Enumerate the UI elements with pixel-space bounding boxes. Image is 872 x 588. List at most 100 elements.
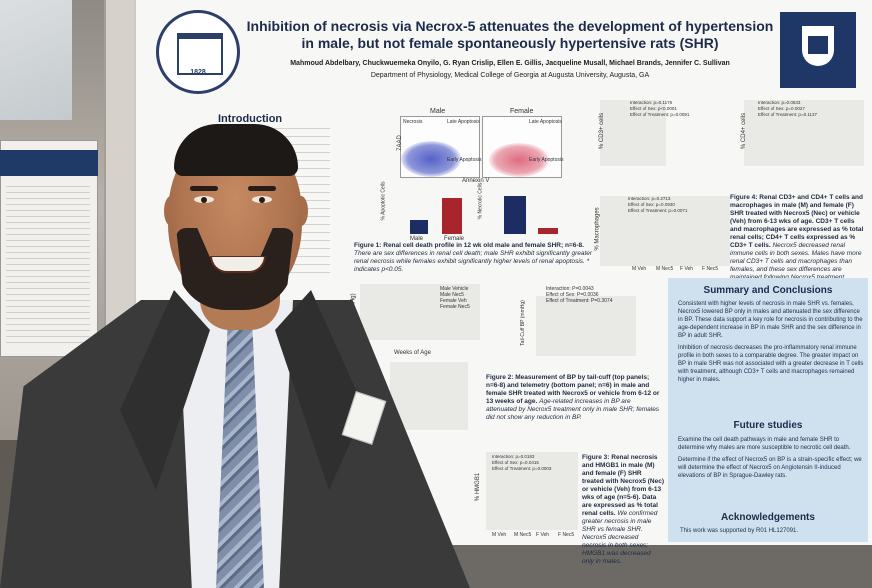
fig1-cat-male: Male [410, 236, 424, 242]
fig2-caption-italic: Age-related increases in BP are attenuat… [486, 398, 660, 421]
fig4-caption-bold: Figure 4: Renal CD3+ and CD4+ T cells an… [730, 194, 864, 249]
fig4-cd3-stat-2: Effect of Sex: p<0.0001 [630, 106, 677, 111]
quadrant-late-apoptosis: Late Apoptosis [447, 119, 480, 125]
ack-text: This work was supported by R01 HL127091. [680, 528, 799, 534]
fig1-x-label: Annexin V [462, 178, 490, 184]
fig2-legend-2: Male Nec5 [440, 292, 464, 298]
poster-title: Inhibition of necrosis via Necrox-5 atte… [246, 18, 774, 51]
summary-point-1: Consistent with higher levels of necrosi… [678, 301, 863, 339]
fig2-telemetry-panel [390, 362, 468, 430]
fig2-y-label: BP (mmHg) [350, 293, 357, 325]
neighbor-poster-header [0, 150, 98, 176]
fig4-cd4-stat-1: Interaction: p=0.0533 [758, 100, 801, 105]
shield-icon [802, 26, 834, 66]
fig1-flow-female: Late Apoptosis Early Apoptosis [482, 116, 564, 178]
fig2-caption-bold: Figure 2: Measurement of BP by tail-cuff… [486, 374, 660, 405]
seal-year: 1828 [190, 69, 206, 76]
university-seal-logo: 1828 [156, 10, 240, 94]
fig3-group-2: M Nec5 [514, 532, 532, 538]
fig4-cd3-label: % CD3+ cells [599, 112, 606, 150]
flow-female-cells [489, 143, 549, 177]
bar-necrosis-female [538, 228, 558, 234]
summary-heading: Summary and Conclusions [703, 285, 833, 296]
summary-point-2: Inhibition of necrosis decreases the pro… [678, 345, 864, 383]
future-point-1: Examine the cell death pathways in male … [678, 437, 851, 451]
fig4-caption: Figure 4: Renal CD3+ and CD4+ T cells an… [730, 194, 864, 282]
future-heading: Future studies [733, 420, 803, 431]
fig3-caption-bold: Figure 3: Renal necrosis and HMGB1 in ma… [582, 454, 664, 517]
fig4-group-1: M Veh [632, 266, 647, 272]
fig1-male-label: Male [430, 108, 446, 115]
quadrant-necrosis: Necrosis [403, 119, 423, 125]
fig1-flow-male: Necrosis Late Apoptosis Early Apoptosis [400, 116, 482, 178]
fig4-mac-label: % Macrophages [594, 207, 601, 251]
fig3-stat-3: Effect of Treatment: p=0.0003 [492, 466, 552, 471]
fig3-group-4: F Nec5 [558, 532, 575, 538]
window-light [0, 0, 72, 120]
intro-text-block [230, 128, 330, 278]
fig4-mac-stat-2: Effect of Sex: p=0.0930 [628, 202, 675, 207]
fig2-legend-1: Male Vehicle [440, 286, 469, 292]
fig2-tail-label: Tail-Cuff BP (mmHg) [519, 300, 526, 346]
summary-box [668, 278, 868, 542]
fig1-necrosis-bars [496, 186, 566, 234]
fig2-legend-4: Female Nec5 [440, 304, 470, 310]
ack-heading: Acknowledgements [721, 512, 815, 523]
fig4-caption-italic: Necrox5 decreased renal immune cells in … [730, 242, 862, 281]
future-text: Examine the cell death pathways in male … [678, 436, 864, 480]
fig1-female-label: Female [510, 108, 534, 115]
fig4-group-4: F Nec5 [702, 266, 719, 272]
neighbor-poster-text [6, 186, 90, 346]
fig1-caption-italic: There are sex differences in renal cell … [354, 250, 593, 273]
fig1-caption-bold: Figure 1: Renal cell death profile in 12… [354, 242, 584, 249]
fig1-caption: Figure 1: Renal cell death profile in 12… [354, 242, 594, 274]
future-point-2: Determine if the effect of Necrox5 on BP… [678, 457, 862, 479]
fig4-cd4-stat-2: Effect of Sex: p=0.0027 [758, 106, 805, 111]
fig4-mac-stat-3: Effect of Treatment: p=0.0071 [628, 208, 688, 213]
intro-heading: Introduction [218, 113, 283, 125]
fig3-group-1: M Veh [492, 532, 507, 538]
fig4-mac-stat-1: Interaction: p=0.2713 [628, 196, 671, 201]
fig1-necrotic-label: % Necrotic Cells [477, 182, 484, 220]
quadrant-early-apoptosis-f: Early Apoptosis [529, 157, 564, 163]
poster-department: Department of Physiology, Medical Colleg… [370, 72, 650, 79]
fig3-caption-italic: We confirmed greater necrosis in male SH… [582, 510, 658, 565]
fig2-caption: Figure 2: Measurement of BP by tail-cuff… [486, 374, 662, 422]
fig2-tailcuff-panel [536, 296, 636, 356]
fig4-cd3-stat-3: Effect of Treatment: p=0.0091 [630, 112, 690, 117]
fig4-cd4-stat-3: Effect of Treatment: p=0.1137 [758, 112, 817, 117]
flow-male-cells [401, 141, 461, 177]
quadrant-early-apoptosis: Early Apoptosis [447, 157, 482, 163]
fig3-y-label: % HMGB1 [475, 472, 482, 502]
fig2-stat-3: Effect of Treatment: P=0.3074 [546, 298, 613, 304]
bar-necrosis-male [504, 196, 526, 234]
quadrant-late-apoptosis-f: Late Apoptosis [529, 119, 562, 125]
bar-apoptosis-female [442, 198, 462, 234]
fig3-panel [486, 452, 578, 530]
fig3-stat-1: Interaction: p=0.0183 [492, 454, 535, 459]
fig1-apoptotic-label: % Apoptotic Cells [380, 181, 387, 221]
fig4-group-3: F Veh [680, 266, 694, 272]
fig3-group-3: F Veh [536, 532, 550, 538]
fig4-cd4-panel [744, 100, 864, 166]
poster-stand [104, 0, 136, 588]
fig4-mac-panel [600, 196, 730, 266]
fig4-group-2: M Nec5 [656, 266, 674, 272]
fig2-x-label: Weeks of Age [394, 350, 431, 356]
fig3-stat-2: Effect of Sex: p=0.0415 [492, 460, 539, 465]
fig1-apoptosis-bars [400, 186, 472, 234]
fig1-cat-female: Female [444, 236, 465, 242]
bar-apoptosis-male [410, 220, 428, 234]
fig4-cd4-label: % CD4+ cells [741, 112, 748, 150]
poster-authors: Mahmoud Abdelbary, Chuckwuemeka Onyilo, … [290, 60, 730, 67]
fig2-stat-2: Effect of Sex: P=0.0036 [546, 292, 599, 298]
fig3-caption: Figure 3: Renal necrosis and HMGB1 in ma… [582, 454, 664, 566]
seal-building-icon [177, 33, 223, 75]
augusta-university-logo [780, 12, 856, 88]
fig2-stat-1: Interaction: P=0.0043 [546, 286, 594, 292]
fig4-cd3-stat-1: Interaction: p=0.1176 [630, 100, 673, 105]
fig1-y-label: 7AAD [396, 135, 403, 151]
fig4-cd3-panel [600, 100, 666, 166]
summary-text: Consistent with higher levels of necrosi… [678, 300, 864, 384]
